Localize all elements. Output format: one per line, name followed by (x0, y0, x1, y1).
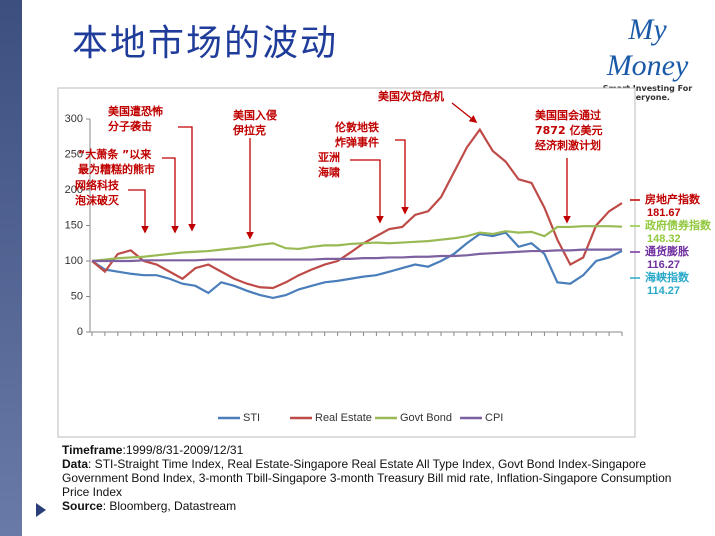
annotation: 最为糟糕的熊市 (78, 162, 155, 176)
annotation: 泡沫破灭 (75, 193, 120, 207)
annotation-arrow (162, 157, 179, 234)
note-label: Timeframe (62, 443, 123, 457)
y-tick-label: 300 (65, 113, 83, 125)
note: Source: Bloomberg, Datastream (62, 499, 692, 513)
legend-label: Govt Bond (400, 412, 452, 424)
legend-label: Real Estate (315, 412, 372, 424)
annotation: 亚洲 (318, 151, 340, 164)
end-name: 海峡指数 (645, 270, 690, 284)
annotation: 炸弹事件 (335, 135, 379, 149)
annotation: “大萧条 ”以来 (78, 147, 152, 161)
chart-frame (57, 87, 636, 438)
y-tick-label: 150 (65, 219, 83, 231)
end-value: 181.67 (647, 207, 681, 219)
y-tick-label: 0 (77, 326, 83, 338)
note: Timeframe:1999/8/31-2009/12/31 (62, 443, 692, 457)
annotation: 伦敦地铁 (335, 120, 379, 134)
series-line (91, 225, 623, 263)
annotation: 经济刺激计划 (535, 138, 601, 152)
end-value: 148.32 (647, 233, 681, 245)
annotation: 海啸 (318, 165, 340, 179)
annotation: 美国国会通过 (535, 108, 601, 122)
annotation-arrow (451, 102, 478, 123)
annotation: 美国次贷危机 (378, 89, 444, 103)
annotation: 7872 亿美元 (535, 123, 602, 137)
annotation: 美国入侵 (233, 108, 277, 122)
logo-name: My Money (606, 13, 689, 82)
annotation: 分子袭击 (108, 119, 152, 133)
bullet-arrow (36, 503, 46, 517)
note-label: Data (62, 457, 89, 471)
end-name: 房地产指数 (645, 192, 701, 206)
annotation: 伊拉克 (232, 123, 266, 137)
slide-title: 本地市场的波动 (72, 23, 339, 64)
note-text: : Bloomberg, Datastream (102, 499, 237, 513)
logo-tagline: Smart Investing For Everyone. (602, 84, 693, 102)
annotation-arrow (178, 126, 196, 232)
series-line (92, 248, 623, 263)
notes: Timeframe:1999/8/31-2009/12/31 Data: STI… (62, 443, 692, 513)
annotation-arrow (350, 159, 384, 224)
end-value: 114.27 (647, 285, 680, 297)
y-tick-label: 200 (65, 184, 83, 196)
note-text: : STI-Straight Time Index, Real Estate-S… (62, 457, 672, 499)
end-name: 通货膨胀 (645, 244, 689, 258)
note-label: Source (62, 499, 103, 513)
side-bar (0, 0, 22, 536)
y-tick-label: 50 (71, 290, 83, 302)
end-name: 政府债券指数 (645, 218, 712, 232)
series-line (91, 127, 623, 290)
annotation: 网络科技 (75, 178, 120, 192)
end-value: 116.27 (647, 259, 680, 271)
legend-label: STI (243, 412, 260, 424)
annotation-arrow (128, 189, 149, 234)
note-text: :1999/8/31-2009/12/31 (122, 443, 244, 457)
legend-label: CPI (485, 412, 503, 424)
y-tick-label: 250 (65, 148, 83, 160)
annotation: 美国遭恐怖 (108, 104, 163, 118)
series-line (91, 231, 623, 300)
annotation-arrow (395, 139, 409, 215)
y-tick-label: 100 (65, 255, 83, 267)
note: Data: STI-Straight Time Index, Real Esta… (62, 457, 692, 499)
logo: My Money Smart Investing For Everyone. (585, 12, 710, 102)
